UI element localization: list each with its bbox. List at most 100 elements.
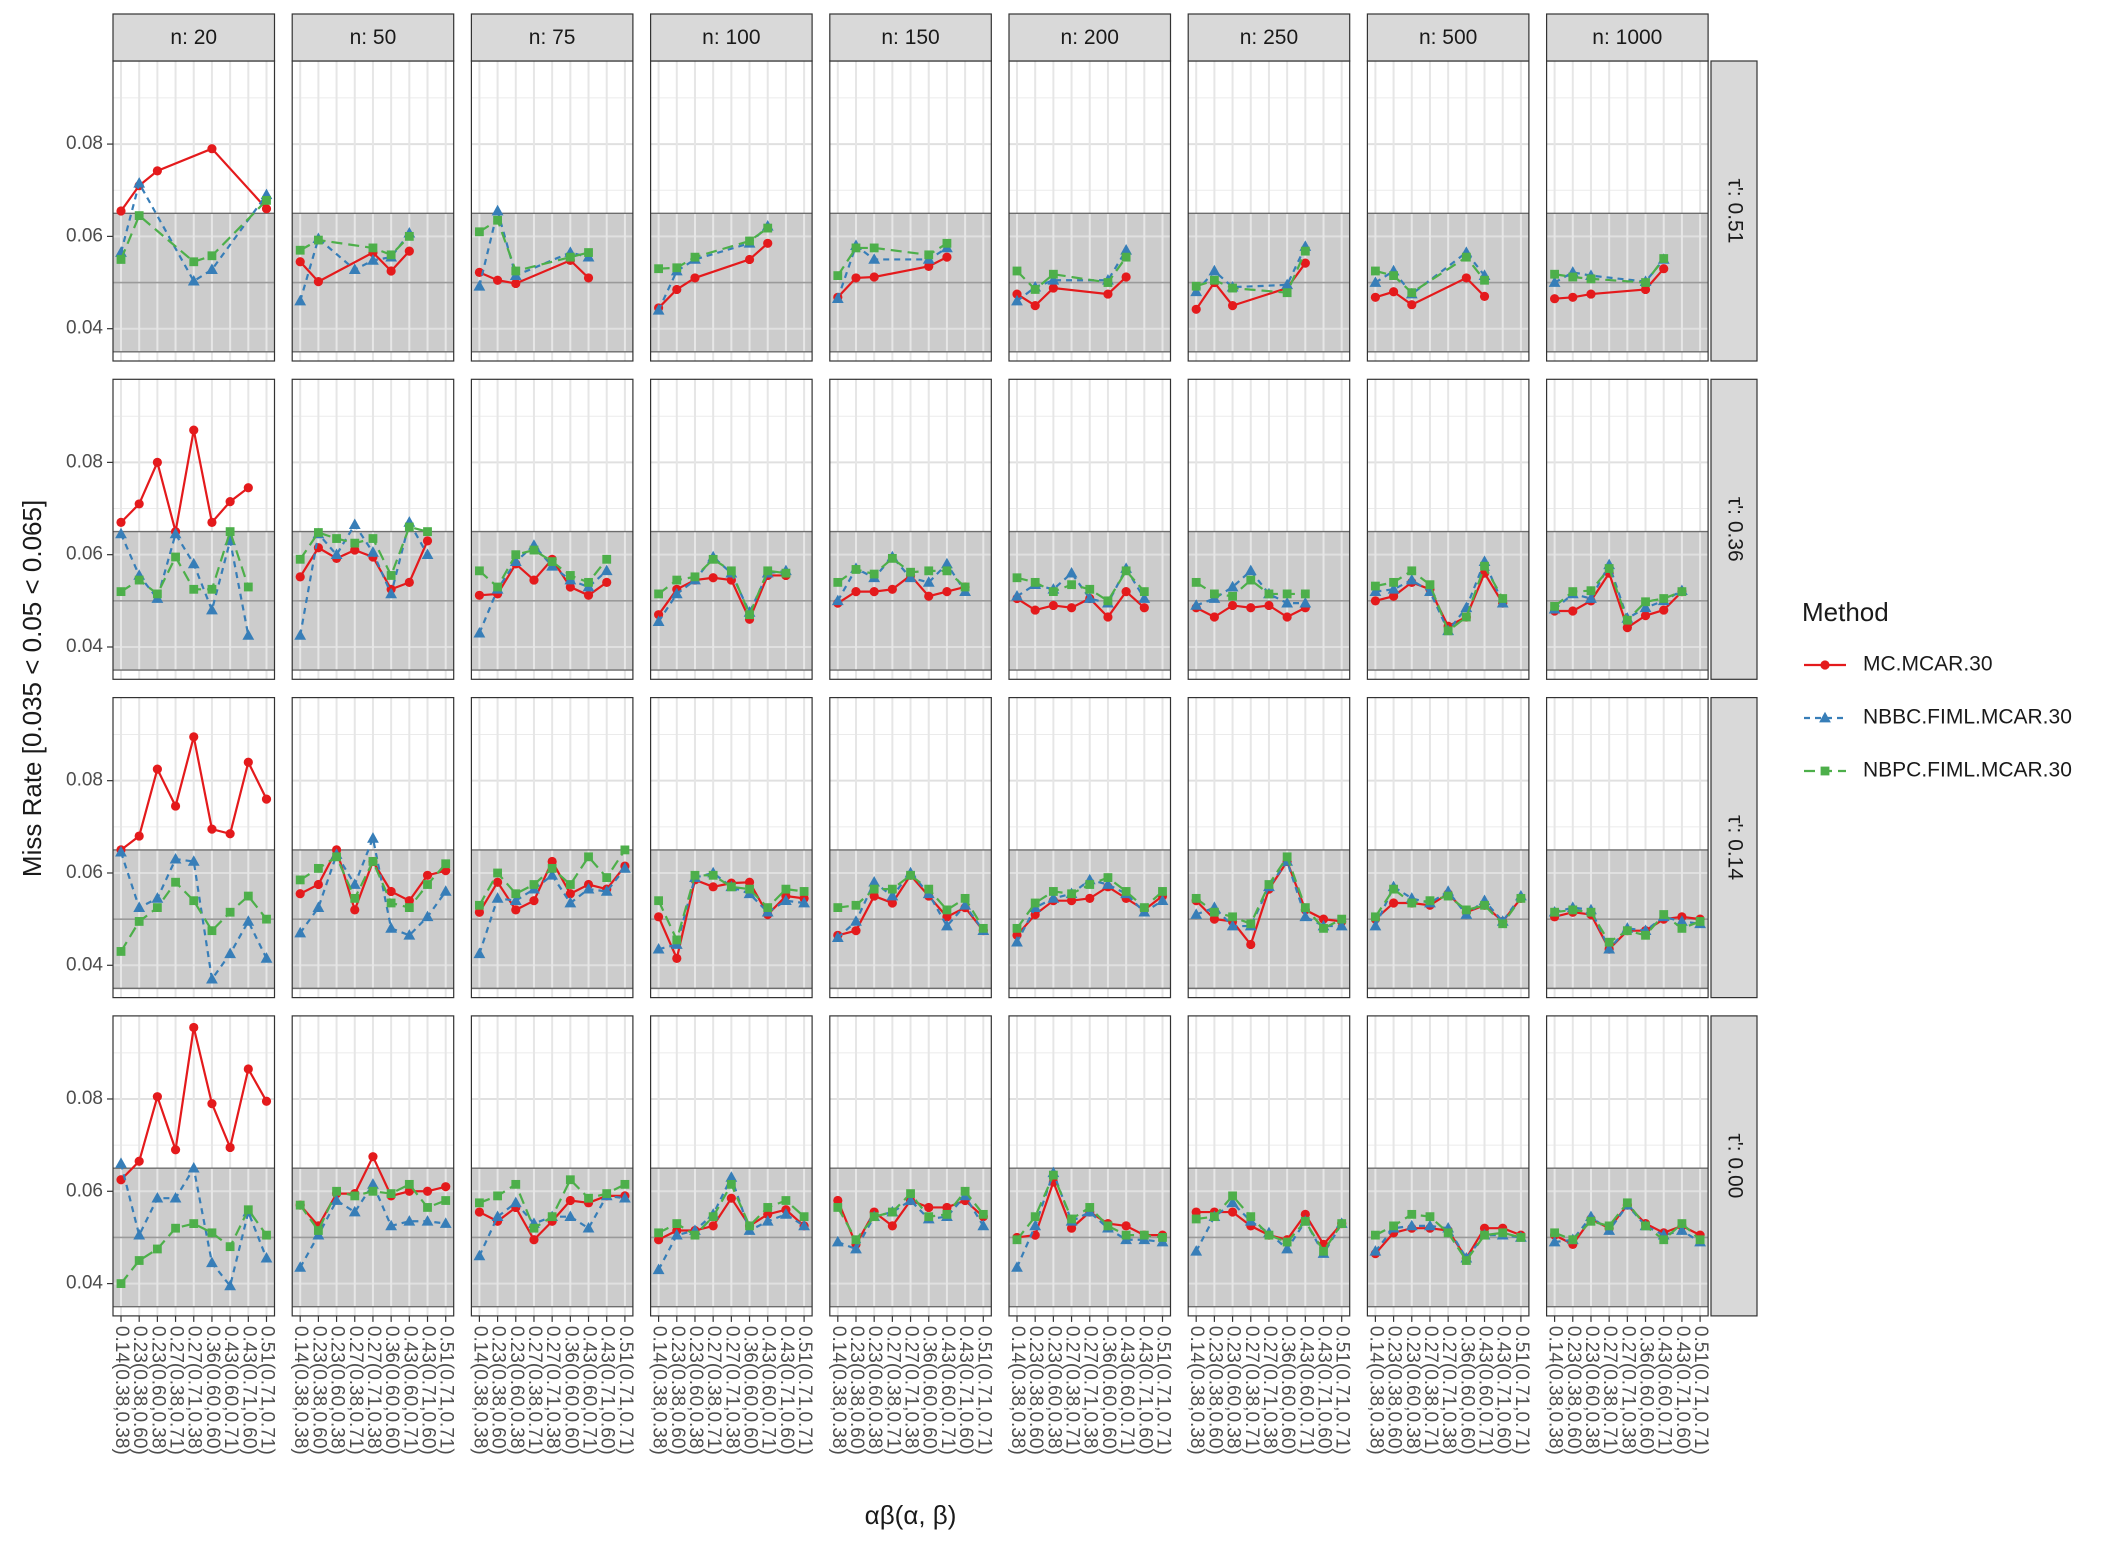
data-point — [1191, 1214, 1201, 1224]
x-tick-label: 0.14(0.38,0.38) — [828, 1326, 849, 1455]
x-tick-label: 0.27(0.38,0.71) — [524, 1326, 545, 1455]
data-point — [1586, 289, 1596, 299]
data-point — [1139, 587, 1149, 597]
panel-border — [112, 378, 276, 680]
data-point — [833, 577, 843, 587]
data-point — [169, 527, 182, 539]
data-point — [1480, 1230, 1489, 1240]
facet-label-column: n: 500 — [1419, 26, 1477, 49]
data-point — [1139, 903, 1149, 912]
data-point — [116, 587, 126, 597]
data-point — [404, 522, 414, 532]
data-point — [1209, 612, 1219, 622]
data-point — [1622, 926, 1632, 936]
data-point — [672, 935, 682, 945]
data-point — [171, 1223, 180, 1233]
data-point — [330, 548, 343, 560]
x-tick-label: 0.23(0.60,0.38) — [1581, 1326, 1602, 1455]
data-point — [781, 1196, 791, 1205]
data-point — [189, 1022, 199, 1033]
data-point — [134, 499, 144, 509]
data-point — [1030, 301, 1040, 311]
data-point — [1209, 907, 1219, 917]
y-axis-title: Miss Rate [0.035 < 0.05 < 0.065] — [17, 500, 47, 877]
x-tick-label: 0.51(0.71,0.71) — [973, 1326, 994, 1455]
data-point — [441, 1196, 451, 1205]
data-point — [261, 1096, 272, 1106]
data-point — [1121, 566, 1131, 576]
y-tick-label: 0.04 — [66, 318, 103, 339]
data-point — [294, 294, 307, 306]
data-point — [869, 891, 879, 901]
data-point — [583, 590, 594, 600]
data-point — [169, 852, 182, 864]
data-point — [1120, 244, 1133, 255]
data-point — [243, 757, 253, 767]
data-point — [1641, 597, 1650, 607]
data-point — [887, 1207, 897, 1217]
data-point — [1586, 274, 1596, 284]
data-point — [942, 238, 952, 248]
data-point — [1047, 274, 1060, 285]
data-point — [1371, 1230, 1380, 1240]
data-point — [1550, 601, 1559, 611]
data-point — [207, 926, 217, 936]
data-point — [1281, 596, 1294, 608]
panel-r2-c3 — [649, 696, 813, 999]
panel-r2-c6 — [1187, 696, 1351, 999]
data-point — [690, 252, 700, 262]
panel-r1-c6 — [1187, 378, 1351, 680]
data-point — [799, 1212, 809, 1222]
x-tick-label: 0.23(0.60,0.38) — [864, 1326, 885, 1455]
data-point — [654, 264, 663, 274]
x-tick-label: 0.27(0.71,0.38) — [363, 1326, 384, 1455]
data-point — [1264, 600, 1274, 611]
data-point — [330, 1194, 343, 1205]
data-point — [243, 483, 253, 493]
data-point — [654, 896, 663, 906]
data-point — [152, 457, 162, 467]
panel-border — [1545, 378, 1709, 680]
series-line — [1196, 1194, 1343, 1254]
data-point — [942, 252, 952, 262]
data-point — [1227, 301, 1238, 311]
series-line — [1374, 1213, 1522, 1263]
panel-border — [649, 378, 813, 680]
data-point — [1191, 577, 1201, 587]
data-point — [1030, 898, 1040, 908]
x-tick-label: 0.51(0.71,0.71) — [1152, 1326, 1173, 1455]
data-point — [1067, 1214, 1076, 1224]
data-point — [1156, 894, 1169, 906]
data-point — [294, 629, 307, 640]
x-tick-label: 0.23(0.38,0.60) — [1204, 1326, 1225, 1455]
data-point — [600, 564, 613, 576]
data-point — [133, 177, 146, 188]
data-point — [189, 584, 199, 594]
data-point — [491, 1210, 504, 1222]
panel-r0-c1 — [291, 60, 455, 362]
data-point — [1121, 272, 1131, 282]
data-point — [1244, 564, 1257, 576]
data-point — [441, 1182, 451, 1192]
data-point — [1048, 887, 1058, 896]
data-point — [708, 870, 718, 880]
data-point — [1030, 285, 1040, 294]
series-line — [1015, 1169, 1163, 1268]
data-point — [1641, 1221, 1650, 1231]
data-point — [1299, 596, 1312, 608]
data-point — [116, 255, 126, 264]
data-point — [404, 1179, 414, 1189]
data-point — [831, 931, 844, 942]
data-point — [960, 893, 970, 903]
data-point — [225, 829, 235, 839]
x-tick-label: 0.14(0.38,0.38) — [649, 1326, 670, 1455]
data-point — [763, 238, 773, 248]
data-point — [1461, 1256, 1471, 1265]
data-point — [924, 261, 934, 271]
data-point — [1548, 276, 1561, 287]
data-point — [1011, 294, 1023, 306]
data-point — [313, 879, 323, 890]
data-point — [1550, 907, 1559, 917]
panel-r3-c8: 0.14(0.38,0.38)0.23(0.38,0.60)0.23(0.60,… — [1545, 1015, 1711, 1455]
data-point — [1641, 930, 1650, 940]
